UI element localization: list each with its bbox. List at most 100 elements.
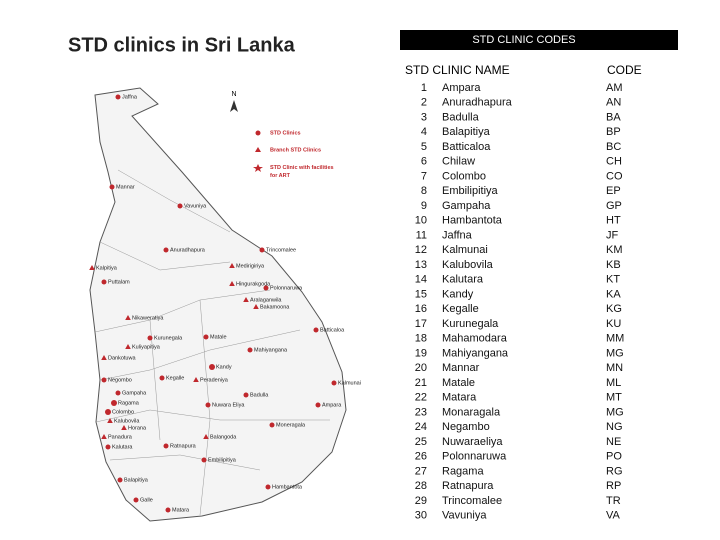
clinic-name: Mannar	[442, 362, 480, 374]
clinic-marker	[105, 409, 111, 415]
place-label: Polonnaruwa	[270, 285, 303, 291]
clinic-name: Mahiyangana	[442, 347, 509, 359]
clinic-code: MG	[606, 406, 624, 418]
clinic-marker	[209, 364, 215, 370]
place-label: Hingurakgoda	[236, 281, 271, 287]
row-number: 3	[421, 111, 427, 123]
place-label: Medirigiriya	[236, 263, 265, 269]
clinic-name: Vavuniya	[442, 510, 487, 522]
place-label: Ampara	[322, 402, 342, 408]
row-number: 11	[416, 229, 427, 241]
clinic-marker	[163, 443, 169, 449]
clinic-name: Chilaw	[442, 156, 475, 168]
clinic-marker	[313, 327, 319, 333]
clinic-name: Badulla	[442, 111, 480, 123]
clinic-marker	[247, 347, 253, 353]
clinic-name: Ratnapura	[442, 480, 494, 492]
legend-line: STD Clinic with facilities	[270, 165, 334, 171]
clinic-code: KT	[606, 274, 620, 286]
clinic-name: Kurunegala	[442, 318, 499, 330]
clinic-code: KB	[606, 259, 621, 271]
place-label: Kalmunai	[338, 380, 361, 386]
branch-marker	[125, 344, 131, 349]
title: STD clinics in Sri Lanka	[68, 34, 296, 56]
place-label: Matara	[172, 507, 190, 513]
clinic-marker	[159, 375, 165, 381]
clinic-code: BA	[606, 111, 621, 123]
place-label: Embilipitiya	[208, 457, 237, 463]
clinic-marker	[177, 203, 183, 209]
place-label: Colombo	[112, 409, 134, 415]
row-number: 22	[415, 392, 427, 404]
clinic-marker	[269, 422, 275, 428]
row-number: 10	[415, 215, 427, 227]
place-label: Mannar	[116, 184, 135, 190]
clinic-marker	[109, 184, 115, 190]
clinic-code: ML	[606, 377, 621, 389]
place-label: Gampaha	[122, 390, 147, 396]
place-label: Vavuniya	[184, 203, 207, 209]
branch-marker	[121, 425, 127, 430]
place-label: Moneragala	[276, 422, 306, 428]
clinic-marker	[205, 402, 211, 408]
place-label: Aralaganwila	[250, 297, 282, 303]
place-label: Kalpitiya	[96, 265, 118, 271]
clinic-code: GP	[606, 200, 622, 212]
legend-marker	[253, 164, 263, 172]
branch-marker	[101, 434, 107, 439]
clinic-marker	[259, 247, 265, 253]
legend-marker	[255, 130, 261, 136]
clinic-code: EP	[606, 185, 621, 197]
row-number: 15	[415, 288, 427, 300]
clinic-marker	[115, 94, 121, 100]
clinic-name: Batticaloa	[442, 141, 491, 153]
row-number: 12	[415, 244, 427, 256]
row-number: 18	[415, 333, 427, 345]
clinic-marker	[101, 377, 107, 383]
row-number: 20	[415, 362, 427, 374]
branch-marker	[89, 265, 95, 270]
place-label: Kuliyapitiya	[132, 344, 161, 350]
district-borders	[94, 169, 330, 516]
place-label: Ratnapura	[170, 443, 197, 449]
clinic-marker	[163, 247, 169, 253]
clinic-marker	[147, 335, 153, 341]
clinic-marker	[117, 477, 123, 483]
place-label: Matale	[210, 334, 227, 340]
clinic-code: PO	[606, 451, 622, 463]
place-label: Kegalle	[166, 375, 184, 381]
place-label: Balapitiya	[124, 477, 149, 483]
clinic-name: Mahamodara	[442, 333, 508, 345]
clinic-code: BC	[606, 141, 621, 153]
row-number: 28	[415, 480, 427, 492]
row-number: 1	[421, 82, 427, 94]
clinic-marker	[111, 400, 117, 406]
clinic-name: Embilipitiya	[442, 185, 499, 197]
clinic-name: Balapitiya	[442, 126, 491, 138]
place-label: Dankotuwa	[108, 355, 136, 361]
clinic-code: JF	[606, 229, 619, 241]
clinic-code: CH	[606, 156, 622, 168]
branch-marker	[101, 355, 107, 360]
row-number: 26	[415, 451, 427, 463]
clinic-name: Ragama	[442, 465, 484, 477]
legend-label: Branch STD Clinics	[270, 147, 321, 153]
place-label: Badulla	[250, 392, 269, 398]
clinic-marker	[105, 444, 111, 450]
place-label: Hambantota	[272, 484, 303, 490]
row-number: 24	[415, 421, 427, 433]
legend-label: STD Clinic with facilities for ART	[270, 165, 334, 179]
place-label: Anuradhapura	[170, 247, 206, 253]
clinic-name: Jaffna	[442, 229, 473, 241]
clinic-code: BP	[606, 126, 621, 138]
row-number: 19	[415, 347, 427, 359]
row-number: 29	[415, 495, 427, 507]
row-number: 8	[421, 185, 427, 197]
place-label: Kalutara	[112, 444, 133, 450]
clinic-code: KU	[606, 318, 621, 330]
place-label: Jaffna	[122, 94, 138, 100]
row-number: 17	[415, 318, 427, 330]
clinic-code: TR	[606, 495, 621, 507]
